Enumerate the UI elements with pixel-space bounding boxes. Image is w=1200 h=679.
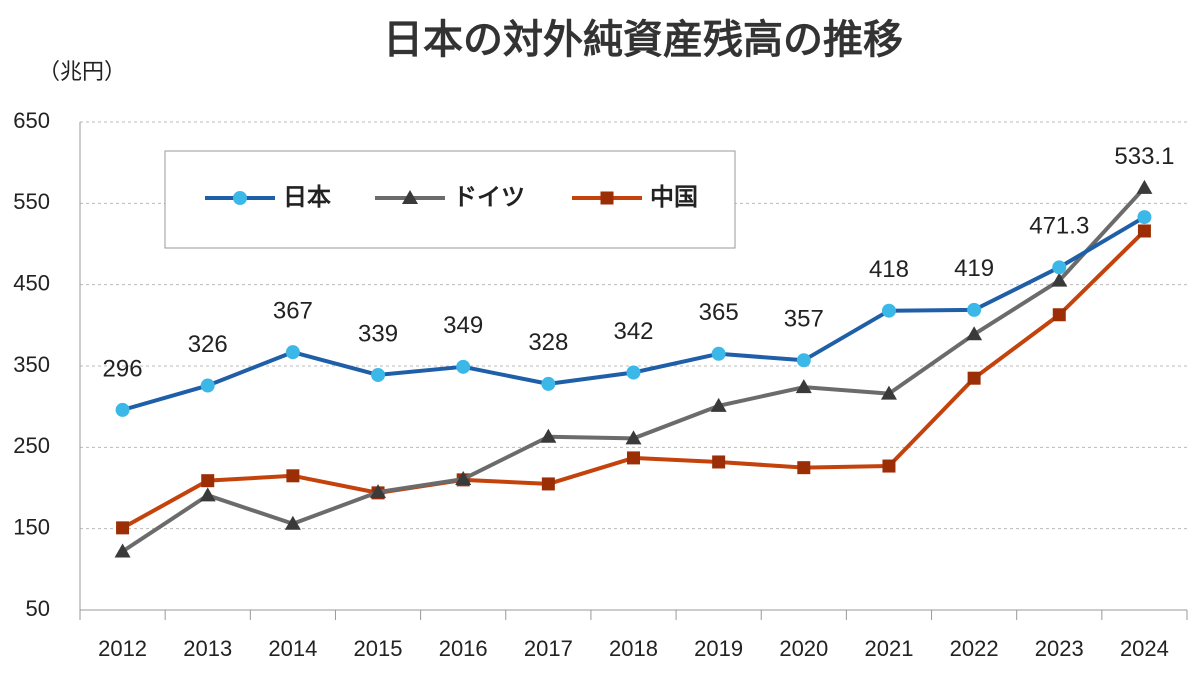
- x-tick-label: 2022: [950, 636, 999, 661]
- point: [882, 459, 896, 473]
- legend-marker: [233, 191, 247, 205]
- point: [627, 451, 640, 465]
- y-tick-label: 350: [13, 352, 50, 377]
- x-tick-label: 2023: [1035, 636, 1084, 661]
- point: [711, 346, 726, 361]
- point: [710, 397, 727, 412]
- point: [795, 379, 812, 394]
- point: [200, 378, 215, 393]
- point: [114, 543, 131, 558]
- point: [796, 353, 811, 368]
- point: [115, 402, 130, 417]
- data-label: 342: [613, 318, 653, 345]
- x-tick-label: 2015: [354, 636, 403, 661]
- point: [541, 477, 555, 491]
- legend-marker: [402, 190, 418, 204]
- x-tick-label: 2017: [524, 636, 573, 661]
- point: [1052, 260, 1067, 275]
- data-label: 349: [443, 312, 483, 339]
- point: [284, 515, 301, 530]
- data-label: 419: [954, 255, 994, 282]
- data-label: 471.3: [1029, 213, 1089, 240]
- y-tick-label: 550: [13, 189, 50, 214]
- x-tick-label: 2012: [98, 636, 147, 661]
- point: [541, 376, 556, 391]
- point: [797, 461, 811, 475]
- point: [455, 471, 472, 486]
- point: [880, 385, 897, 400]
- point: [456, 359, 471, 374]
- y-tick-label: 450: [13, 270, 50, 295]
- y-tick-label: 250: [13, 433, 50, 458]
- data-label: 339: [358, 320, 398, 347]
- point: [370, 484, 387, 499]
- legend-label: ドイツ: [453, 183, 525, 211]
- y-tick-label: 50: [26, 596, 50, 621]
- data-label: 357: [784, 306, 824, 333]
- x-tick-label: 2024: [1120, 636, 1169, 661]
- point: [199, 487, 216, 502]
- y-axis-label: （兆円）: [38, 60, 126, 85]
- point: [881, 303, 896, 318]
- data-label: 365: [699, 299, 739, 326]
- x-tick-label: 2021: [864, 636, 913, 661]
- point: [540, 428, 557, 443]
- point: [1052, 308, 1066, 322]
- point: [712, 455, 726, 469]
- point: [116, 521, 130, 535]
- x-tick-label: 2019: [694, 636, 743, 661]
- point: [967, 302, 982, 317]
- point: [371, 367, 386, 382]
- point: [1136, 179, 1153, 194]
- point: [285, 345, 300, 360]
- data-label: 533.1: [1114, 143, 1174, 170]
- y-tick-label: 150: [13, 514, 50, 539]
- x-tick-label: 2018: [609, 636, 658, 661]
- legend-label: 中国: [650, 183, 698, 211]
- x-tick-label: 2016: [439, 636, 488, 661]
- data-label: 326: [188, 331, 228, 358]
- x-tick-label: 2020: [779, 636, 828, 661]
- point: [1051, 272, 1068, 287]
- data-label: 418: [869, 256, 909, 283]
- point: [1137, 224, 1151, 238]
- data-label: 328: [528, 329, 568, 356]
- point: [967, 371, 981, 385]
- y-tick-label: 650: [13, 108, 50, 133]
- point: [625, 430, 642, 445]
- data-label: 367: [273, 298, 313, 325]
- x-tick-label: 2013: [183, 636, 232, 661]
- data-label: 296: [103, 355, 143, 382]
- legend-label: 日本: [283, 183, 331, 211]
- point: [1137, 210, 1152, 225]
- point: [626, 365, 641, 380]
- x-tick-label: 2014: [268, 636, 317, 661]
- chart-title: 日本の対外純資産残高の推移: [383, 17, 903, 63]
- legend-marker: [600, 191, 614, 205]
- point: [201, 474, 215, 488]
- point: [286, 469, 300, 483]
- point: [966, 326, 983, 341]
